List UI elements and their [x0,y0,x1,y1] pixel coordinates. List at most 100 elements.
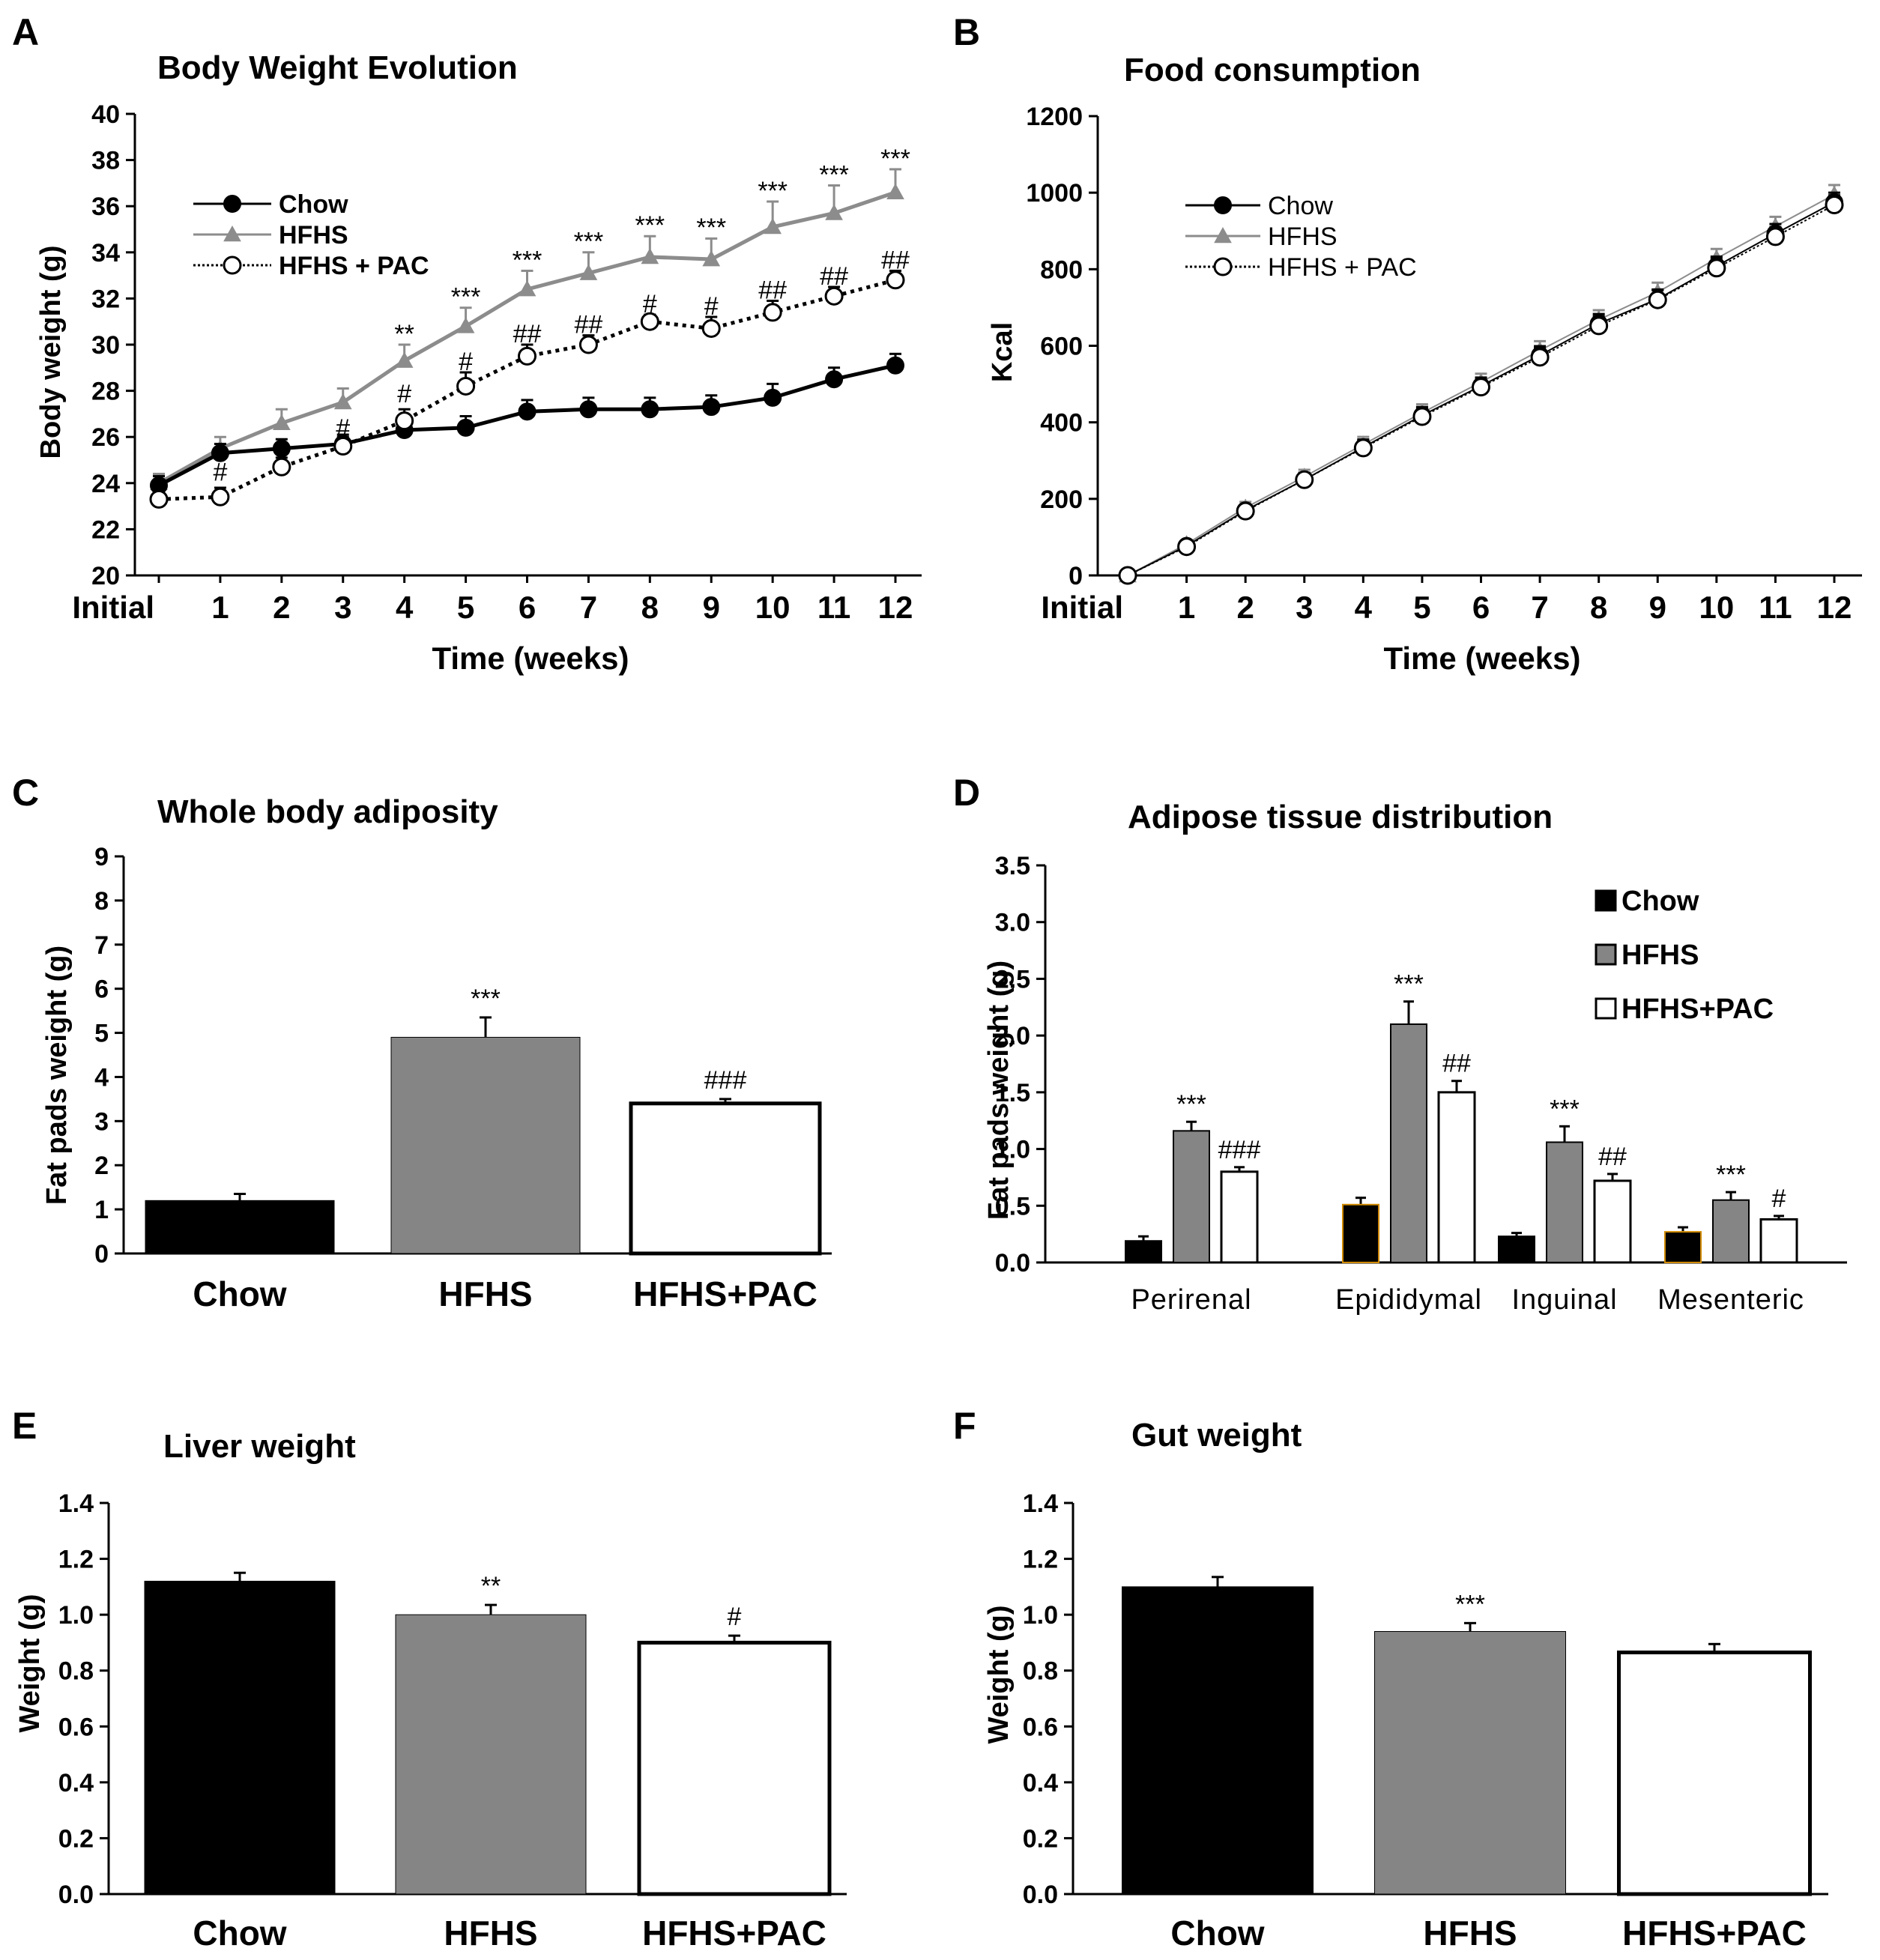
chart-b-legend-hfhs-label: HFHS [1268,223,1338,251]
chart-b-x-tick-label: 10 [1699,590,1734,625]
chart-d-y-tick-label: 0.0 [995,1249,1030,1277]
chart-a-significance-label: # [397,380,411,408]
chart-a-series-chow-point [764,388,782,407]
chart-d-bar-perirenal-hfhs [1173,1130,1210,1264]
chart-a-x-tick-label: 8 [641,590,659,625]
chart-c-category-label: HFHS [438,1274,532,1313]
chart-d-y-tick-label: 2.0 [995,1022,1030,1050]
chart-title-a: Body Weight Evolution [157,49,518,86]
chart-b-series-hfhs-pac-point [1530,348,1550,367]
chart-a-significance-label: *** [880,145,910,173]
chart-b-x-tick-label: 6 [1472,590,1490,625]
panel-label-c: C [12,772,39,814]
chart-a-x-tick-label: 3 [334,590,351,625]
chart-e-y-tick-label: 0.4 [58,1769,94,1797]
chart-b-x-tick-label: Initial [1041,590,1123,625]
chart-b-x-tick-label: 8 [1590,590,1607,625]
chart-a-series-hfhs-pac-point [578,335,598,354]
chart-a-series-chow-point [702,398,721,417]
y-axis-title-e: Weight (g) [14,1594,46,1732]
chart-e-y-tick-label: 1.0 [58,1601,94,1630]
chart-c-y-tick-label: 8 [94,887,109,916]
chart-f-y-tick-label: 1.4 [1023,1489,1058,1518]
chart-a-x-tick-label: 11 [817,590,850,625]
chart-b-legend-chow-point [1214,196,1232,214]
chart-a-significance-label: *** [635,211,665,240]
chart-a-series-chow-point [641,400,659,419]
chart-f-y-tick-label: 0.8 [1023,1657,1058,1686]
chart-a-significance-label: ## [513,320,542,348]
chart-b-series-hfhs-pac-point [1589,316,1609,336]
y-axis-title-d: Fat pads weight (g) [983,961,1015,1220]
chart-a-significance-label: ## [758,276,787,304]
chart-a-x-tick-label: Initial [72,590,154,625]
chart-a-series-hfhs-pac-point [456,376,476,396]
chart-d-bar-inguinal-hfhs-pac [1593,1179,1632,1264]
chart-title-b: Food consumption [1124,52,1421,88]
chart-d-y-tick-label: 3.5 [995,852,1030,880]
y-axis-title-a: Body weight (g) [35,246,67,459]
chart-b-x-tick-label: 2 [1236,590,1254,625]
chart-c-y-tick-label: 5 [94,1020,109,1048]
chart-d-significance-label: *** [1550,1095,1580,1123]
panel-label-e: E [12,1405,37,1447]
chart-a-x-tick-label: 7 [580,590,597,625]
chart-b-series-hfhs-pac-point [1236,501,1255,521]
panel-label-f: F [953,1405,976,1447]
chart-b-y-tick-label: 200 [1040,486,1083,514]
chart-e-y-tick-label: 0.2 [58,1824,94,1853]
chart-c-y-tick-label: 9 [94,843,109,871]
chart-e-bar-chow [144,1580,336,1895]
chart-e-y-tick-label: 0.8 [58,1657,94,1686]
chart-a-significance-label: *** [513,246,542,274]
chart-f-y-tick-label: 0.6 [1023,1713,1058,1741]
chart-f-y-tick-label: 0.0 [1023,1881,1058,1909]
chart-f-category-label: HFHS+PAC [1622,1914,1807,1953]
chart-d-category-label: Inguinal [1511,1284,1617,1316]
chart-a-y-tick-label: 22 [91,515,120,544]
chart-a-significance-label: ## [575,311,603,339]
chart-a-series-hfhs-point [518,280,537,297]
y-axis-title-c: Fat pads weight (g) [41,946,73,1205]
chart-b-y-tick-label: 400 [1040,409,1083,438]
chart-a-series-hfhs-pac-point [640,312,659,331]
chart-f-category-label: Chow [1170,1914,1264,1953]
chart-title-c: Whole body adiposity [157,793,498,830]
chart-a-significance-label: *** [758,177,788,205]
chart-f: 0.0 0.2 0.4 0.6 0.8 1.0 1.2 1.4 Chow HFHS *** HFHS+… [1023,1489,1828,1953]
chart-b-y-tick-label: 0 [1069,562,1083,590]
chart-a-series-hfhs-point [886,183,904,200]
chart-a-series-hfhs-point [764,217,782,235]
chart-a-legend-hfhs-pac-label: HFHS + PAC [279,252,429,280]
chart-e-y-tick-label: 0.0 [58,1881,94,1909]
chart-a-y-tick-label: 32 [91,285,120,313]
chart-a-y-tick-label: 38 [91,147,120,175]
chart-a-series-hfhs-pac-line [158,278,896,501]
chart-d-bar-mesenteric-chow [1664,1231,1702,1263]
chart-b-series-hfhs-pac-point [1412,407,1432,426]
chart-d-bar-epididymal-hfhs [1390,1023,1427,1263]
chart-b-y-tick-label: 1000 [1026,179,1083,208]
chart-c-bar-hfhs-pac [629,1101,822,1256]
chart-c-bar-hfhs [390,1036,581,1254]
chart-f-y-tick-label: 0.2 [1023,1824,1058,1853]
chart-d-significance-label: ## [1598,1143,1627,1171]
chart-a-series-chow-point [456,418,475,437]
chart-b-series-hfhs-pac-point [1353,438,1373,458]
chart-b-series-hfhs-pac-point [1707,258,1726,278]
chart-d-category-label: Perirenal [1131,1284,1251,1316]
chart-d-y-tick-label: 1.0 [995,1136,1030,1164]
chart-a-significance-label: # [704,292,719,321]
chart-c-y-tick-label: 4 [94,1063,109,1092]
chart-a-series-hfhs-pac-point [886,270,905,290]
chart-c-y-tick-label: 3 [94,1107,109,1136]
chart-c: 0 1 2 3 4 5 6 7 8 9 Chow HFHS *** HFHS+PAC ### [94,843,832,1313]
chart-d-legend-chow-swatch [1595,889,1617,912]
chart-d-legend-hfhs-swatch [1595,943,1617,966]
chart-f-bar-chow [1122,1586,1314,1895]
chart-d-legend-chow-label: Chow [1621,886,1699,917]
chart-a-x-tick-label: 10 [755,590,791,625]
chart-e-significance-label: ** [481,1572,501,1600]
